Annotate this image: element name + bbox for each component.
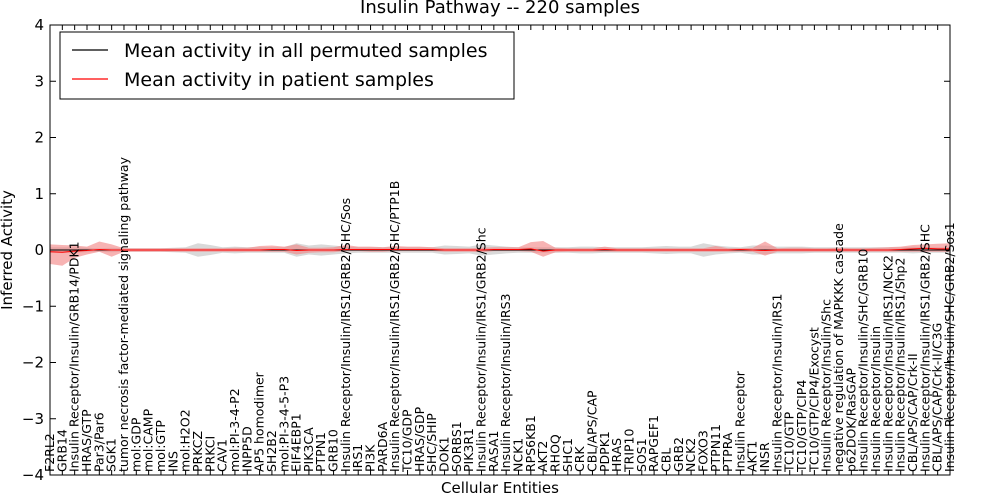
x-tick-label: mol:PI-3-4-5-P3 <box>276 376 291 472</box>
y-tick-label: −4 <box>22 466 44 484</box>
x-tick-label: mol:PI-3-4-P2 <box>227 388 242 472</box>
x-tick-label: AKT2 <box>535 441 550 472</box>
y-tick-label: 2 <box>34 129 44 147</box>
x-tick-label: mol:GDP <box>128 417 143 472</box>
x-tick-label: GRB2 <box>671 437 686 472</box>
chart-title: Insulin Pathway -- 220 samples <box>360 0 640 18</box>
x-tick-label: PIK3R1 <box>461 428 476 472</box>
x-axis-label: Cellular Entities <box>441 479 559 497</box>
x-tick-label: PRKCZ <box>190 431 205 472</box>
y-tick-label: −2 <box>22 354 44 372</box>
x-tick-label: Insulin Receptor/Insulin/Shc <box>819 299 834 472</box>
x-tick-label: NCK1 <box>510 438 525 472</box>
x-tick-label: INPP5D <box>239 426 254 472</box>
x-tick-label: TC10/GTP/CIP4/Exocyst <box>806 327 821 473</box>
x-tick-label: FOXO3 <box>695 430 710 472</box>
y-tick-label: −1 <box>22 297 44 315</box>
x-tick-label: tumor necrosis factor-mediated signaling… <box>116 156 131 472</box>
x-tick-label: mol:GTP <box>153 420 168 472</box>
band-patient <box>50 241 950 266</box>
x-tick-label: IRS1 <box>350 444 365 472</box>
x-tick-label: HRAS <box>609 438 624 472</box>
x-tick-label: SHC/SHIP <box>424 413 439 472</box>
x-tick-label: AKT1 <box>745 441 760 472</box>
x-tick-label: Insulin Receptor/Insulin/SHC/GRB10 <box>856 249 871 472</box>
x-tick-label: RHOQ <box>547 434 562 472</box>
x-tick-label: SH2B2 <box>264 430 279 472</box>
x-tick-label: PRKCI <box>202 436 217 472</box>
x-tick-label: RAPGEF1 <box>646 415 661 472</box>
x-tick-label: Insulin Receptor <box>732 370 747 472</box>
x-tick-label: CAV1 <box>215 439 230 472</box>
x-tick-label: TC10/GTP <box>782 411 797 473</box>
x-tick-label: Insulin Receptor/Insulin/IRS1/GRB2/Shc <box>474 227 489 472</box>
x-tick-label: DOK1 <box>437 436 452 472</box>
x-tick-label: TC10/GDP <box>400 409 415 473</box>
x-tick-label: mol:H2O2 <box>178 409 193 472</box>
x-tick-label: negative regulation of MAPKKK cascade <box>831 223 846 472</box>
x-tick-label: CRK <box>572 446 587 472</box>
x-tick-label: CBL/APS/CAP/Crk-II/C3G <box>930 323 945 472</box>
y-tick-label: −3 <box>22 410 44 428</box>
legend-label-patient: Mean activity in patient samples <box>124 69 434 91</box>
x-tick-label: GRB14 <box>54 429 69 472</box>
x-tick-label: SORBS1 <box>449 421 464 472</box>
x-tick-label: PTPN11 <box>708 424 723 472</box>
x-tick-label: mol:CAMP <box>141 408 156 472</box>
x-tick-label: SHC1 <box>560 438 575 472</box>
x-tick-label: Insulin Receptor/Insulin <box>868 326 883 472</box>
y-axis-label: Inferred Activity <box>0 190 16 310</box>
x-tick-label: HRAS/GDP <box>412 406 427 472</box>
x-tick-label: PIK3CA <box>301 427 316 472</box>
x-tick-label: EIF4EBP1 <box>289 413 304 472</box>
legend-box <box>59 31 515 100</box>
x-tick-label: Insulin Receptor/Insulin/SHC/GRB2/Sos1 <box>942 222 957 472</box>
x-tick-label: PTPRA <box>720 432 735 472</box>
legend-label-permuted: Mean activity in all permuted samples <box>124 40 487 62</box>
x-tick-label: Insulin Receptor/Insulin/IRS1/GRB2/SHC <box>917 224 932 472</box>
y-tick-label: 1 <box>34 185 44 203</box>
x-tick-label: Insulin Receptor/Insulin/IRS1 <box>769 294 784 472</box>
x-tick-label: Insulin Receptor/Insulin/IRS1/NCK2 <box>880 255 895 472</box>
x-tick-label: Insulin Receptor/Insulin/IRS1/Shp2 <box>893 258 908 472</box>
y-axis-ticks: 4 3 2 1 0 −1 −2 −3 −4 <box>22 16 950 484</box>
x-tick-label: Insulin Receptor/Insulin/IRS1/GRB2/SHC/P… <box>387 181 402 472</box>
x-tick-label: CBL/APS/CAP/Crk-II <box>905 353 920 472</box>
x-tick-label: RASA1 <box>486 431 501 472</box>
line-patient <box>49 247 950 253</box>
x-tick-label: Par3/Par6 <box>91 412 106 472</box>
y-tick-label: 0 <box>34 241 44 259</box>
x-tick-label: HRAS/GTP <box>79 409 94 472</box>
x-tick-label: CBL/APS/CAP <box>584 390 599 472</box>
x-tick-label: TC10/GTP/CIP4 <box>794 380 809 473</box>
x-tick-label: p62DOK/RasGAP <box>843 367 858 472</box>
y-tick-label: 3 <box>34 72 44 90</box>
x-tick-label: GRB10 <box>326 429 341 472</box>
x-tick-label: CBL <box>658 448 673 472</box>
x-tick-label: INSR <box>757 442 772 472</box>
x-tick-label: PI3K <box>363 444 378 472</box>
x-tick-label: PDPK1 <box>597 431 612 472</box>
x-tick-label: TRIP10 <box>621 429 636 473</box>
x-tick-label: RPS6KB1 <box>523 415 538 472</box>
x-tick-label: INS <box>165 451 180 472</box>
x-tick-label: PTPN1 <box>313 432 328 472</box>
x-tick-label: SGK1 <box>104 438 119 472</box>
x-tick-label: Insulin Receptor/Insulin/IRS3 <box>498 294 513 472</box>
x-tick-label: NCK2 <box>683 438 698 472</box>
x-tick-label: F2RL2 <box>42 433 57 472</box>
x-tick-label: SOS1 <box>634 438 649 472</box>
legend: Mean activity in all permuted samples Me… <box>59 31 515 100</box>
x-tick-label: AP5 homodimer <box>252 371 267 472</box>
x-tick-label: PARD6A <box>375 421 390 472</box>
x-tick-label: Insulin Receptor/Insulin/GRB14/PDK1 <box>67 241 82 472</box>
x-tick-label: Insulin Receptor/Insulin/IRS1/GRB2/SHC/S… <box>338 198 353 472</box>
y-tick-label: 4 <box>34 16 44 34</box>
plot-area <box>49 24 951 476</box>
